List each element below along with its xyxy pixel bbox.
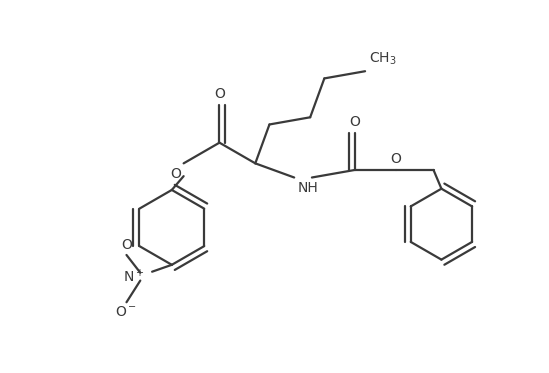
Text: N$^+$: N$^+$ [123, 268, 144, 285]
Text: O: O [170, 167, 181, 181]
Text: O: O [214, 87, 225, 101]
Text: O$^-$: O$^-$ [115, 305, 138, 319]
Text: O: O [121, 238, 132, 252]
Text: O: O [349, 115, 360, 129]
Text: CH$_3$: CH$_3$ [369, 51, 397, 67]
Text: NH: NH [298, 181, 319, 195]
Text: O: O [391, 152, 401, 166]
